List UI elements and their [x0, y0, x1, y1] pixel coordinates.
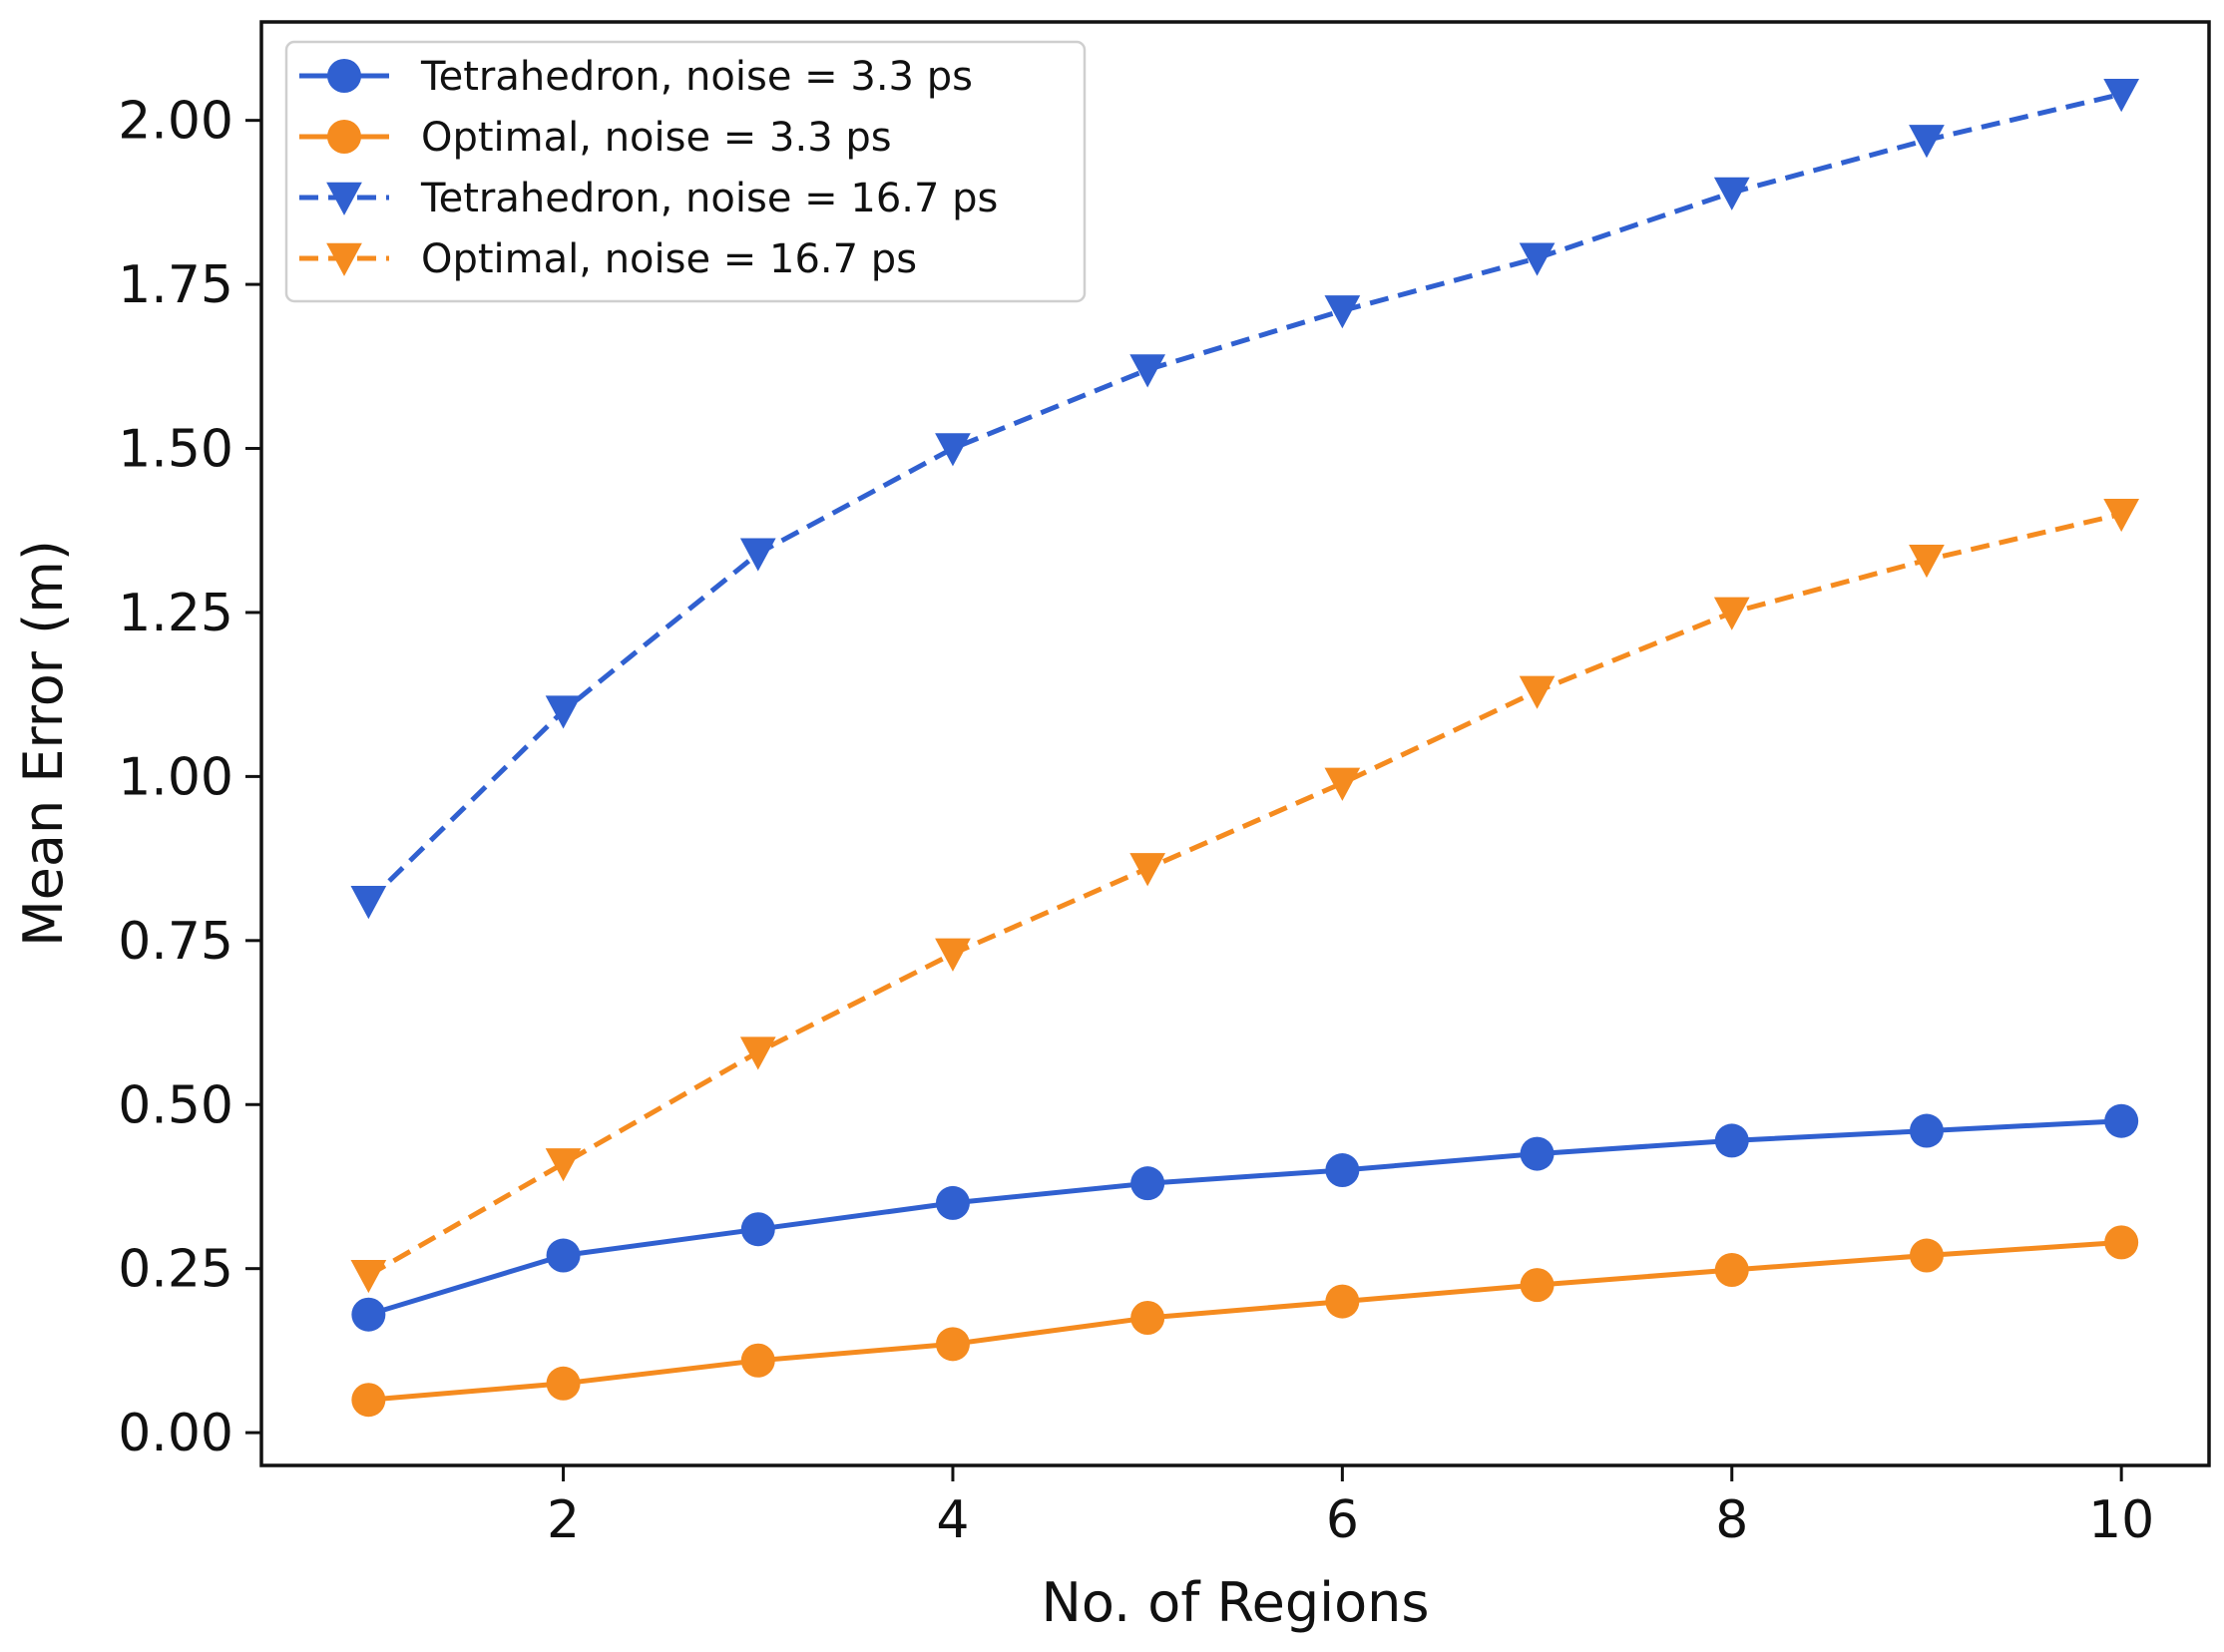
- y-axis: 0.00 0.25 0.50 0.75 1.00 1.25 1.50 1.75 2.00: [118, 92, 261, 1463]
- data-point: [1714, 1252, 1749, 1287]
- y-axis-title: Mean Error (m): [12, 540, 75, 947]
- data-point: [1714, 1123, 1749, 1158]
- data-point: [739, 538, 776, 572]
- legend: Tetrahedron, noise = 3.3 ps Optimal, nois…: [284, 40, 1087, 303]
- series-line: [366, 91, 2122, 904]
- legend-label: Tetrahedron, noise = 16.7 ps: [420, 176, 998, 221]
- y-tick-label: 0.00: [118, 1404, 233, 1463]
- data-point: [546, 1366, 581, 1401]
- data-point: [740, 1212, 775, 1247]
- data-point: [1324, 767, 1361, 801]
- x-axis-title: No. of Regions: [1041, 1571, 1429, 1634]
- x-tick-label: 2: [547, 1490, 580, 1550]
- data-point: [1129, 853, 1166, 887]
- legend-label: Tetrahedron, noise = 3.3 ps: [420, 54, 973, 100]
- data-point: [2103, 498, 2140, 533]
- data-point: [1713, 597, 1750, 630]
- y-tick-label: 1.00: [118, 747, 233, 807]
- data-point: [739, 1036, 776, 1070]
- x-tick-label: 8: [1715, 1490, 1748, 1550]
- y-tick-label: 0.25: [118, 1240, 233, 1300]
- legend-marker: [327, 120, 361, 154]
- data-point: [935, 938, 971, 972]
- data-point: [935, 1327, 970, 1362]
- data-point: [350, 1259, 387, 1294]
- data-point: [1519, 242, 1556, 276]
- data-point: [351, 1383, 386, 1418]
- data-point: [545, 695, 582, 729]
- legend-entry-2: Optimal, noise = 3.3 ps: [299, 115, 892, 161]
- data-point: [1325, 1153, 1360, 1188]
- y-tick-label: 1.50: [118, 420, 233, 480]
- series-line: [367, 1118, 2122, 1318]
- legend-marker: [326, 242, 362, 276]
- data-point: [1909, 125, 1945, 159]
- x-tick-label: 6: [1326, 1490, 1359, 1550]
- chart-area: 0.00 0.25 0.50 0.75 1.00 1.25 1.50 1.75 2.00 2 4 6…: [12, 20, 2211, 1634]
- data-point: [350, 886, 387, 920]
- series-line: [368, 1239, 2122, 1403]
- data-point: [1713, 177, 1750, 210]
- data-point: [2103, 79, 2140, 113]
- data-point: [351, 1297, 386, 1332]
- data-point: [1130, 1166, 1165, 1201]
- legend-marker: [326, 182, 362, 215]
- data-point: [545, 1148, 582, 1182]
- data-point: [740, 1343, 775, 1378]
- data-point: [1129, 354, 1166, 388]
- data-point: [1130, 1301, 1165, 1336]
- data-point: [1520, 1268, 1555, 1303]
- data-point: [1519, 675, 1556, 709]
- data-point: [935, 1185, 970, 1220]
- series-3: [350, 79, 2140, 920]
- legend-box: [284, 40, 1087, 303]
- plot-frame: [259, 20, 2211, 1467]
- x-tick-label: 4: [936, 1490, 969, 1550]
- y-tick-label: 1.75: [118, 255, 233, 315]
- data-point: [2104, 1103, 2139, 1138]
- data-point: [1325, 1284, 1360, 1319]
- data-point: [935, 433, 971, 467]
- legend-label: Optimal, noise = 16.7 ps: [421, 236, 917, 282]
- data-point: [546, 1238, 581, 1273]
- y-tick-label: 0.75: [118, 912, 233, 972]
- series-2: [351, 1225, 2139, 1418]
- data-point: [1324, 295, 1361, 329]
- series-layer: [350, 79, 2140, 1418]
- legend-marker: [327, 59, 361, 93]
- legend-entry-1: Tetrahedron, noise = 3.3 ps: [299, 54, 973, 100]
- series-4: [350, 498, 2140, 1294]
- series-1: [351, 1103, 2139, 1332]
- legend-label: Optimal, noise = 3.3 ps: [421, 115, 892, 161]
- series-line: [367, 511, 2122, 1278]
- data-point: [1909, 1238, 1944, 1273]
- x-tick-label: 10: [2088, 1490, 2154, 1550]
- data-point: [1909, 545, 1945, 579]
- legend-entry-3: Tetrahedron, noise = 16.7 ps: [299, 176, 998, 221]
- x-axis: 2 4 6 8 10: [547, 1465, 2154, 1550]
- data-point: [1520, 1136, 1555, 1171]
- data-point: [2104, 1225, 2139, 1260]
- legend-entry-4: Optimal, noise = 16.7 ps: [299, 236, 917, 282]
- y-tick-label: 2.00: [118, 92, 233, 152]
- y-tick-label: 0.50: [118, 1075, 233, 1135]
- data-point: [1909, 1113, 1944, 1148]
- y-tick-label: 1.25: [118, 584, 233, 643]
